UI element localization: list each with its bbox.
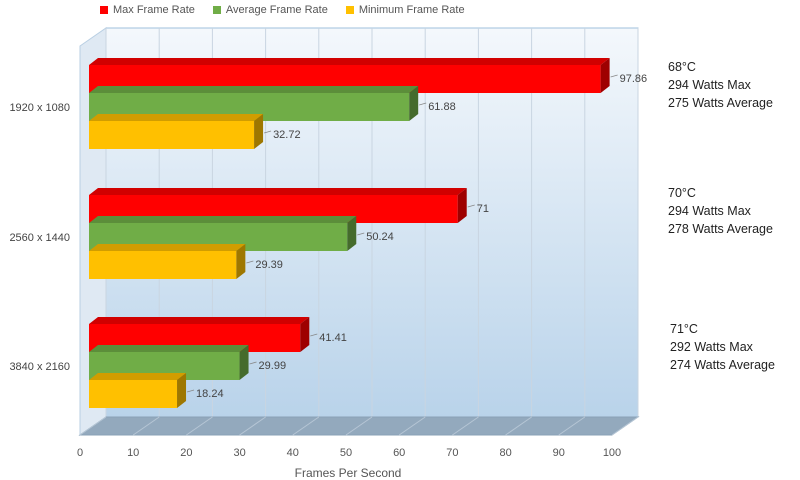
x-tick-label: 10 (127, 447, 139, 459)
x-axis-title: Frames Per Second (295, 466, 402, 480)
data-label-leader (419, 102, 427, 106)
bar-end-face (409, 86, 419, 121)
legend-swatch-max (100, 6, 108, 14)
bar-top-face (89, 345, 249, 352)
data-label-leader (263, 130, 272, 134)
data-label: 41.41 (319, 332, 347, 344)
legend-swatch-average (212, 6, 221, 14)
floor-gridline (79, 416, 107, 436)
x-tick-label: 0 (77, 447, 83, 459)
bar-top-face (89, 188, 467, 195)
data-label: 29.39 (255, 259, 283, 271)
annotation-watts-average: 274 Watts Average (670, 358, 775, 372)
annotation-watts-max: 294 Watts Max (668, 78, 751, 92)
legend-label-average: Average Frame Rate (225, 4, 328, 16)
annotation-temp: 68°C (668, 60, 696, 74)
bar-top-face (89, 317, 310, 324)
data-label-leader (246, 260, 254, 264)
chart-legend: Max Frame Rate Average Frame Rate Minimu… (100, 4, 465, 16)
x-tick-label: 20 (180, 447, 192, 459)
bar-end-face (600, 58, 610, 93)
x-tick-label: 90 (553, 447, 565, 459)
data-label: 50.24 (366, 231, 394, 243)
category-label: 3840 x 2160 (9, 361, 70, 373)
x-tick-label: 40 (287, 447, 299, 459)
annotation-3840x2160: 71°C 292 Watts Max 274 Watts Average (670, 320, 775, 374)
annotation-watts-max: 292 Watts Max (670, 340, 753, 354)
legend-item-max: Max Frame Rate (100, 4, 195, 16)
x-tick-label: 50 (340, 447, 352, 459)
x-tick-label: 70 (446, 447, 458, 459)
floor-gridline (611, 416, 639, 436)
bar-end-face (239, 345, 249, 380)
x-tick-label: 30 (233, 447, 245, 459)
bar-top-face (89, 216, 357, 223)
x-tick-label: 60 (393, 447, 405, 459)
floor-gridline (452, 416, 479, 436)
data-label: 18.24 (196, 388, 224, 400)
data-label-leader (310, 333, 318, 337)
data-label: 71 (477, 203, 489, 215)
bar-top-face (89, 114, 264, 121)
x-tick-label: 80 (499, 447, 511, 459)
floor-gridline (239, 416, 266, 436)
bar-top-face (89, 86, 419, 93)
bar-top-face (89, 373, 187, 380)
bar-top-face (89, 58, 610, 65)
category-label: 1920 x 1080 (9, 102, 70, 114)
legend-swatch-minimum (345, 6, 354, 14)
data-label-leader (610, 74, 618, 78)
bar-top-face (89, 244, 246, 251)
legend-item-minimum: Minimum Frame Rate (345, 4, 465, 16)
bar (89, 251, 237, 279)
floor-gridline (292, 416, 320, 436)
data-label-leader (186, 389, 195, 393)
data-label: 29.99 (259, 360, 287, 372)
annotation-watts-average: 275 Watts Average (668, 96, 773, 110)
legend-label-minimum: Minimum Frame Rate (358, 4, 465, 16)
legend-item-average: Average Frame Rate (212, 4, 328, 16)
annotation-2560x1440: 70°C 294 Watts Max 278 Watts Average (668, 184, 773, 238)
data-label-leader (467, 204, 475, 208)
floor-gridline (186, 416, 213, 436)
legend-label-max: Max Frame Rate (113, 4, 195, 16)
data-label: 61.88 (428, 101, 456, 113)
bar-end-face (236, 244, 246, 279)
floor-gridline (132, 416, 160, 436)
bar (89, 121, 255, 149)
floor-gridline (505, 416, 532, 436)
bar-end-face (300, 317, 310, 352)
annotation-watts-max: 294 Watts Max (668, 204, 751, 218)
data-label-leader (249, 361, 257, 365)
annotation-temp: 71°C (670, 322, 698, 336)
floor-gridline (345, 416, 373, 436)
data-label-leader (357, 232, 365, 236)
bar-end-face (254, 114, 264, 149)
data-label: 32.72 (273, 129, 301, 141)
floor-gridline (398, 416, 426, 436)
annotation-1920x1080: 68°C 294 Watts Max 275 Watts Average (668, 58, 773, 112)
bar-end-face (457, 188, 467, 223)
category-label: 2560 x 1440 (9, 232, 70, 244)
floor-gridline (558, 416, 586, 436)
bar-end-face (347, 216, 357, 251)
annotation-watts-average: 278 Watts Average (668, 222, 773, 236)
bar-end-face (177, 373, 187, 408)
annotation-temp: 70°C (668, 186, 696, 200)
x-tick-label: 100 (603, 447, 621, 459)
data-label: 97.86 (620, 73, 648, 85)
bar (89, 380, 178, 408)
